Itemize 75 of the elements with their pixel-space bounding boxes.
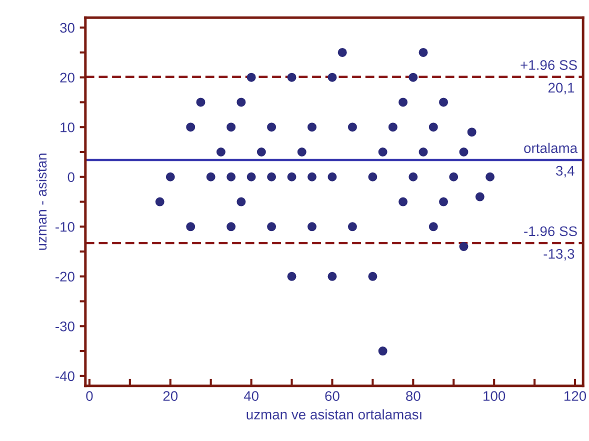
point bbox=[475, 192, 484, 202]
y-tick-label: -10 bbox=[56, 222, 74, 232]
x-tick-label: 100 bbox=[484, 391, 506, 401]
point bbox=[155, 197, 164, 206]
point bbox=[368, 272, 378, 281]
point bbox=[338, 48, 347, 57]
annotation: -13,3 bbox=[544, 248, 574, 260]
point bbox=[256, 147, 266, 156]
point bbox=[216, 147, 226, 156]
point bbox=[408, 72, 418, 82]
y-tick-label: -30 bbox=[56, 321, 74, 332]
y-tick-label: 30 bbox=[60, 22, 74, 33]
point bbox=[267, 222, 276, 232]
point bbox=[236, 197, 246, 206]
y-tick-label: -20 bbox=[56, 272, 74, 282]
point bbox=[428, 122, 438, 132]
point bbox=[378, 147, 388, 156]
point bbox=[226, 122, 236, 132]
y-tick-label: 10 bbox=[60, 122, 74, 132]
x-tick-label: 20 bbox=[163, 391, 178, 401]
x-tick-label: 60 bbox=[325, 391, 340, 401]
point bbox=[267, 122, 276, 132]
point bbox=[467, 128, 476, 137]
point bbox=[486, 172, 495, 182]
point bbox=[439, 197, 448, 206]
point bbox=[459, 242, 468, 252]
point bbox=[186, 222, 196, 232]
y-tick-label: 20 bbox=[60, 72, 74, 83]
point bbox=[267, 172, 276, 182]
point bbox=[328, 72, 337, 82]
point bbox=[368, 172, 378, 182]
point bbox=[418, 147, 428, 156]
point bbox=[378, 346, 388, 356]
point bbox=[226, 172, 236, 182]
point bbox=[408, 172, 418, 182]
x-tick-label: 80 bbox=[406, 391, 420, 401]
ref-line-label: ortalama bbox=[524, 142, 578, 154]
point bbox=[308, 222, 316, 232]
point bbox=[439, 98, 448, 107]
point bbox=[246, 72, 256, 82]
point bbox=[236, 98, 246, 107]
y-axis-title: uzman - asistan bbox=[36, 154, 47, 250]
point bbox=[459, 147, 468, 156]
point bbox=[449, 172, 458, 182]
point bbox=[287, 72, 296, 82]
x-tick-label: 40 bbox=[244, 391, 258, 401]
point bbox=[418, 48, 428, 57]
point bbox=[226, 222, 236, 232]
point bbox=[428, 222, 438, 232]
y-tick-label: 0 bbox=[68, 172, 74, 182]
ref-line-label: -1.96 SS bbox=[524, 226, 577, 236]
annotation: 20,1 bbox=[548, 82, 574, 94]
x-axis-title: uzman ve asistan ortalaması bbox=[246, 409, 422, 420]
point bbox=[196, 98, 206, 107]
point bbox=[388, 122, 398, 132]
point bbox=[166, 172, 175, 182]
point bbox=[398, 197, 408, 206]
point bbox=[328, 172, 337, 182]
annotation: 3,4 bbox=[556, 166, 574, 178]
y-tick-label: -40 bbox=[56, 371, 74, 382]
point bbox=[186, 122, 196, 132]
point bbox=[398, 98, 408, 107]
point bbox=[287, 272, 296, 281]
point bbox=[287, 172, 296, 182]
point bbox=[246, 172, 256, 182]
point bbox=[297, 147, 306, 156]
x-tick-label: 120 bbox=[564, 391, 586, 401]
point bbox=[348, 122, 357, 132]
point bbox=[206, 172, 216, 182]
x-tick-label: 0 bbox=[86, 391, 93, 401]
point bbox=[308, 172, 316, 182]
point bbox=[348, 222, 357, 232]
point bbox=[308, 122, 316, 132]
ref-line-label: +1.96 SS bbox=[520, 60, 577, 70]
point bbox=[328, 272, 337, 281]
